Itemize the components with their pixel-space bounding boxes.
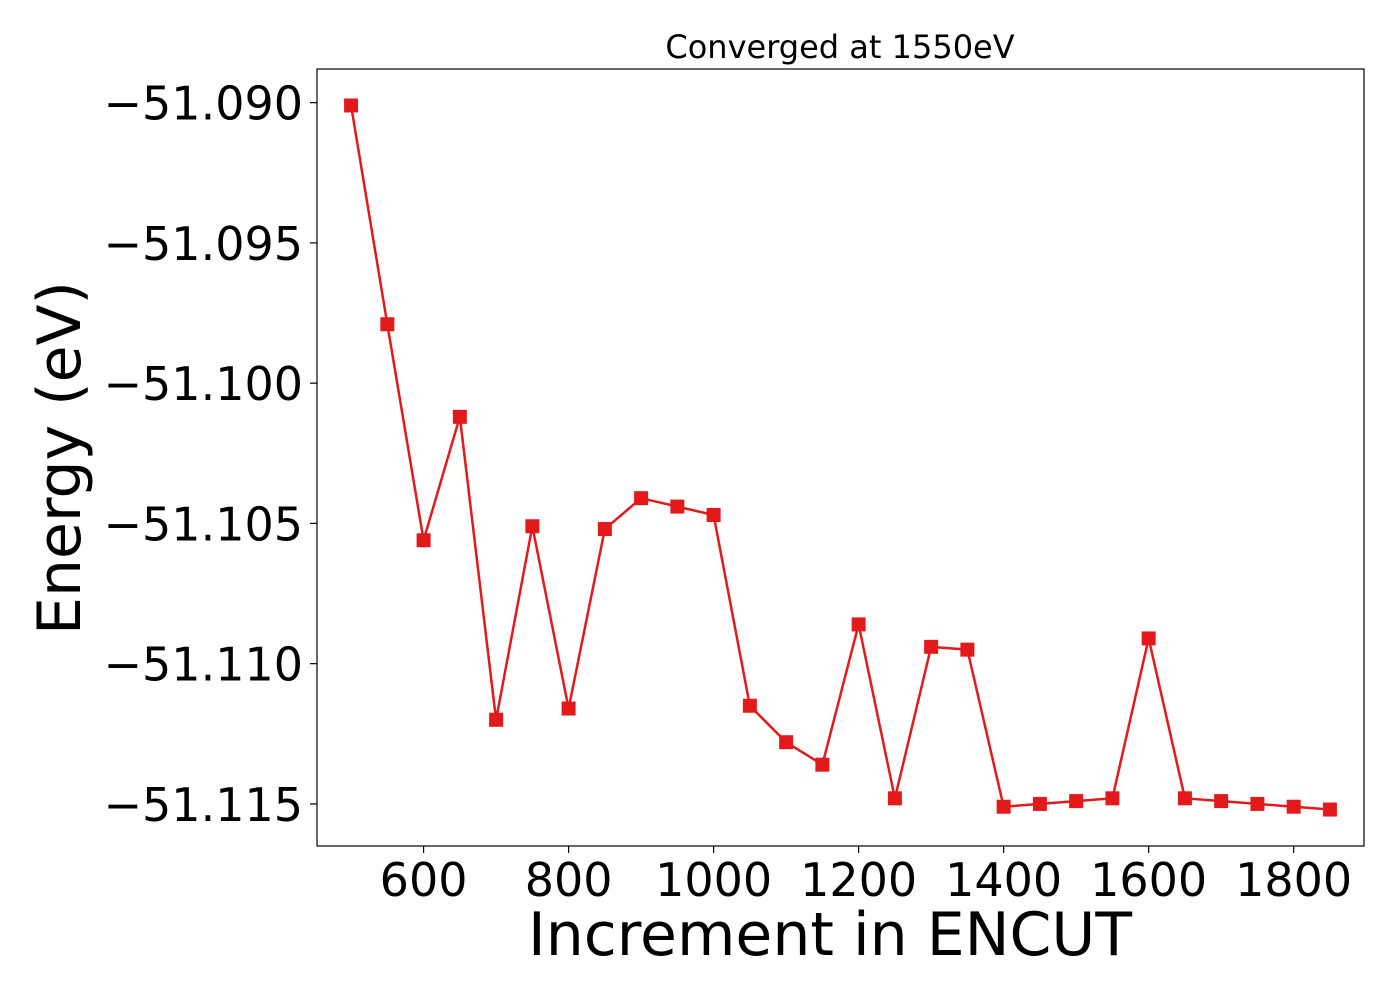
y-tick-label: −51.100	[104, 357, 304, 411]
plot-area: 600 800 1000 1200 1400 1600 1800 −51.090 −51.095…	[104, 68, 1365, 907]
data-point-marker	[924, 639, 939, 654]
series-line	[349, 105, 1331, 811]
data-point-marker	[887, 791, 902, 806]
y-axis-label: Energy (eV)	[25, 281, 95, 635]
data-point-marker	[1105, 791, 1120, 806]
y-tick-label: −51.090	[104, 77, 304, 131]
x-tick-label: 1000	[655, 853, 772, 907]
data-point-marker	[670, 499, 685, 514]
data-point-marker	[1177, 791, 1192, 806]
data-point-marker	[779, 735, 794, 750]
x-tick-label: 1600	[1090, 853, 1207, 907]
data-point-marker	[1141, 631, 1156, 646]
y-tick-label: −51.115	[104, 778, 304, 832]
x-tick-label: 1200	[800, 853, 917, 907]
data-point-marker	[380, 317, 395, 332]
data-point-marker	[960, 642, 975, 657]
y-tick-label: −51.110	[104, 638, 304, 692]
data-point-marker	[452, 409, 467, 424]
y-tick-label: −51.095	[104, 217, 304, 271]
y-tick-label: −51.105	[104, 497, 304, 551]
data-point-marker	[851, 617, 866, 632]
data-point-marker	[561, 701, 576, 716]
data-point-marker	[815, 757, 830, 772]
x-tick-label: 1800	[1235, 853, 1352, 907]
x-tick-label: 1400	[945, 853, 1062, 907]
axes-frame	[316, 68, 1365, 847]
data-point-marker	[416, 533, 431, 548]
data-point-marker	[597, 522, 612, 537]
data-point-marker	[1069, 794, 1084, 809]
data-point-marker	[634, 491, 649, 506]
data-point-marker	[706, 508, 721, 523]
data-point-marker	[344, 98, 359, 113]
data-point-marker	[996, 799, 1011, 814]
data-point-marker	[1250, 796, 1265, 811]
data-point-marker	[1032, 796, 1047, 811]
data-point-marker	[1286, 799, 1301, 814]
data-point-marker	[742, 698, 757, 713]
x-tick-label: 600	[380, 853, 468, 907]
x-axis-label: Increment in ENCUT	[528, 900, 1132, 970]
data-point-marker	[525, 519, 540, 534]
data-point-marker	[489, 712, 504, 727]
chart-title: Converged at 1550eV	[665, 28, 1014, 66]
data-point-marker	[1214, 794, 1229, 809]
x-tick-label: 800	[525, 853, 613, 907]
data-point-marker	[1322, 802, 1337, 817]
